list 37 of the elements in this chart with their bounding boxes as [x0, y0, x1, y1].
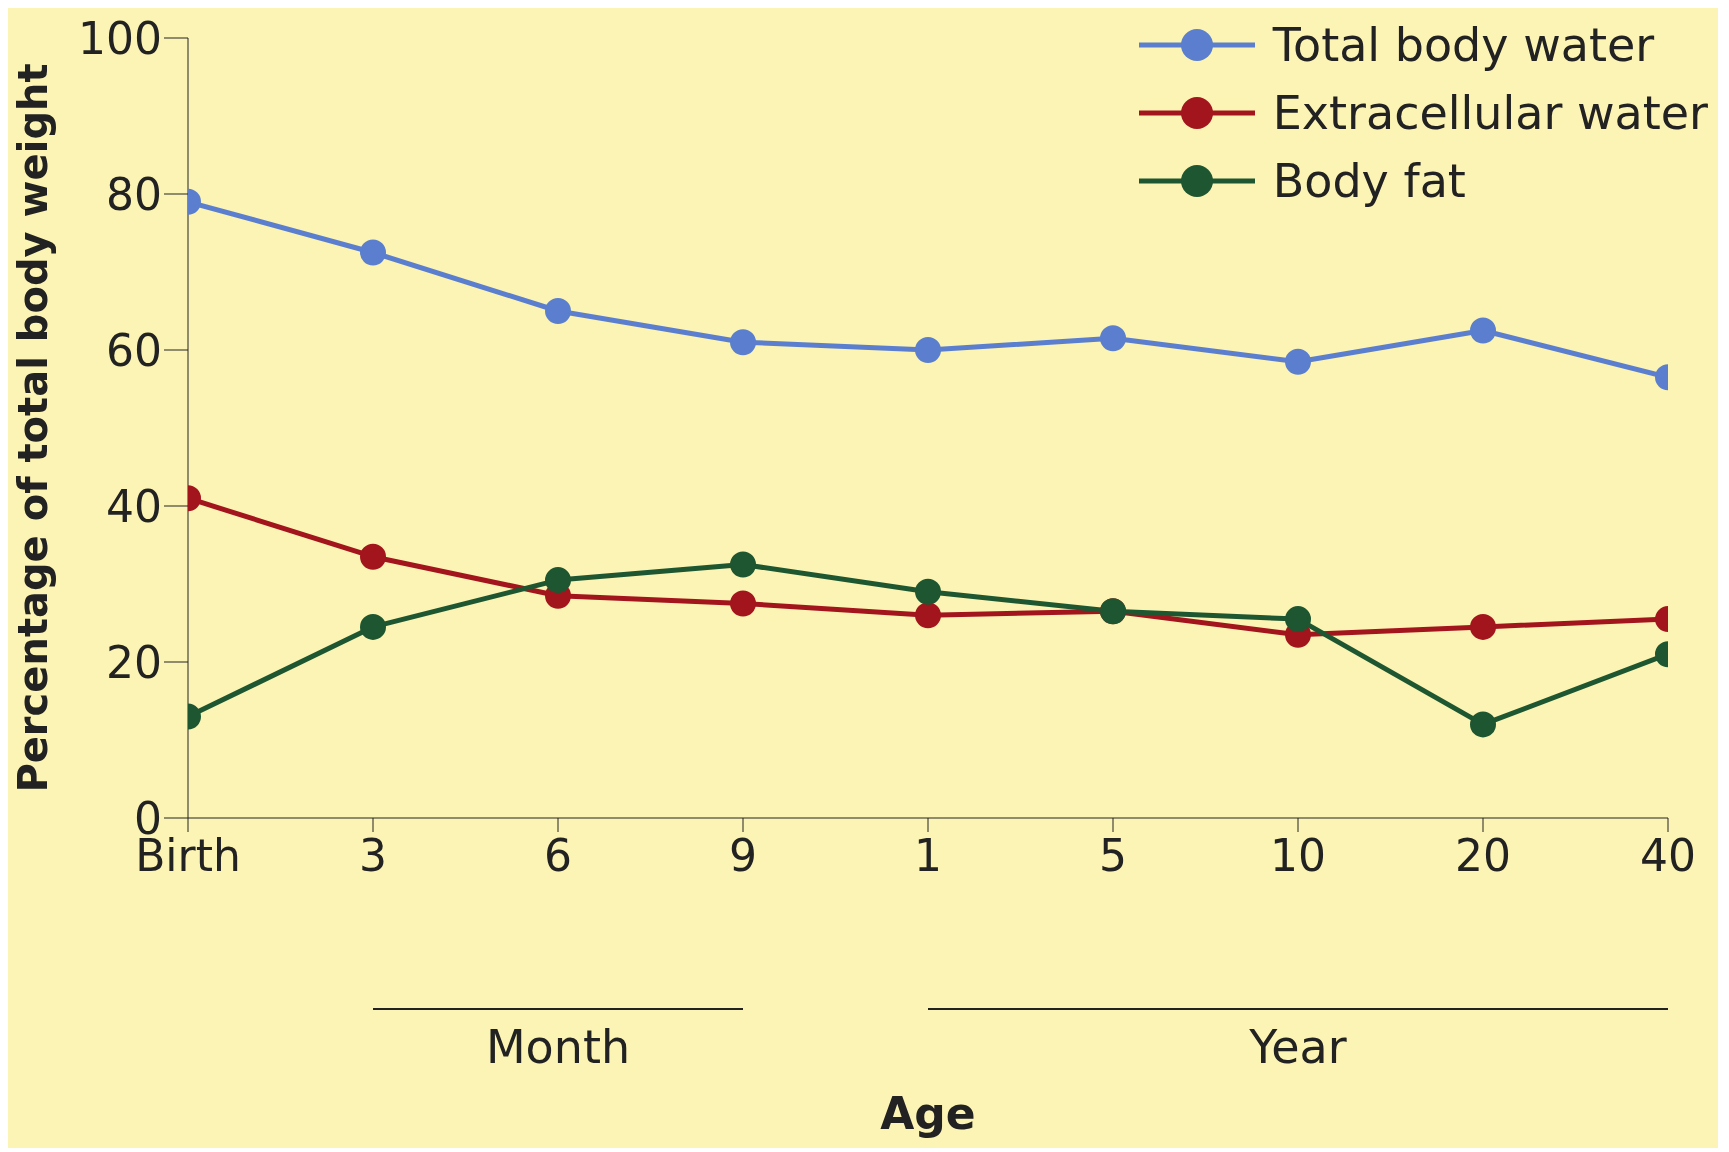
x-tick-label: 9 [729, 830, 757, 882]
y-tick-label: 80 [106, 168, 162, 220]
point [1285, 348, 1311, 375]
y-axis-title: Percentage of total body weight [10, 63, 57, 793]
x-tick-label: 5 [1099, 830, 1127, 882]
x-tick-label: 10 [1270, 830, 1326, 882]
point [915, 578, 941, 605]
point [545, 298, 571, 324]
point [1470, 317, 1496, 344]
point [1470, 711, 1496, 738]
legend-label: Total body water [1272, 18, 1655, 72]
point [915, 602, 941, 629]
point [360, 239, 386, 266]
point [360, 613, 386, 640]
y-tick-label: 100 [78, 12, 162, 64]
point [730, 329, 756, 356]
x-tick-label: 20 [1455, 830, 1511, 882]
point [730, 551, 756, 578]
point [1470, 613, 1496, 640]
point [730, 590, 756, 617]
x-tick-label: 6 [544, 830, 572, 882]
point [1285, 606, 1311, 633]
point [360, 543, 386, 570]
y-tick-label: 40 [106, 480, 162, 532]
point [1100, 325, 1126, 352]
text: Month [484, 1020, 632, 1074]
y-tick-label: 60 [106, 324, 162, 376]
legend-label: Extracellular water [1272, 86, 1708, 140]
y-tick-label: 20 [106, 636, 162, 688]
x-tick-label: 40 [1640, 830, 1696, 882]
point [915, 337, 941, 363]
point [545, 567, 571, 594]
x-tick-label: 3 [359, 830, 387, 882]
legend-label: Body fat [1272, 154, 1466, 208]
x-tick-label: 1 [914, 830, 942, 882]
text: Year [1248, 1020, 1348, 1074]
x-axis-title: Age [879, 1088, 977, 1139]
